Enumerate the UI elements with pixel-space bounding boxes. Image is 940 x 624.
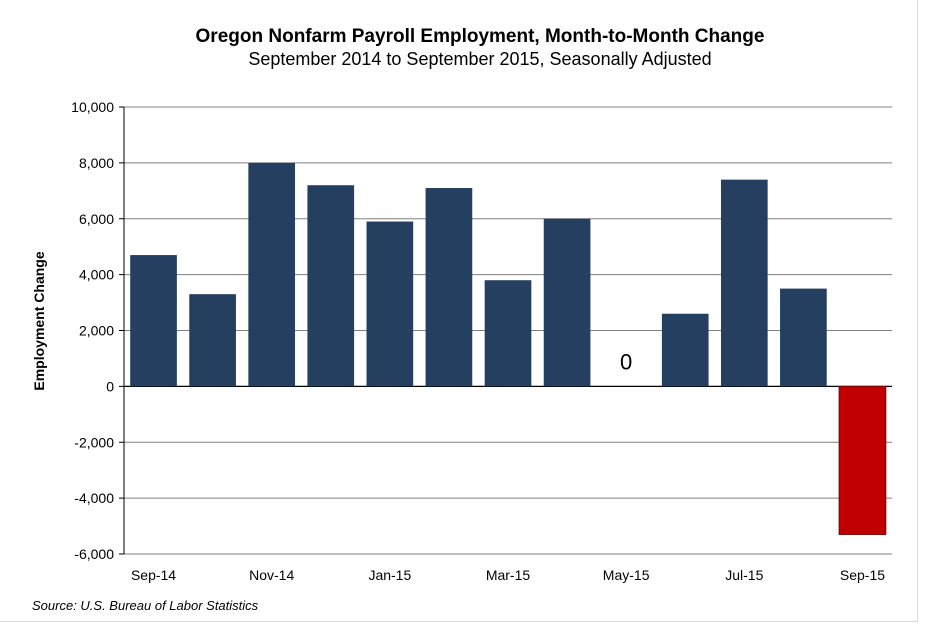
x-tick-labels: Sep-14 Nov-14 Jan-15 Mar-15 May-15 Jul-15 Sep-… [131, 567, 885, 583]
x-tick-label: Jul-15 [725, 567, 763, 583]
bar-Sep-15 [838, 385, 887, 535]
chart-title: Oregon Nonfarm Payroll Employment, Month… [195, 26, 765, 47]
bar-Apr-15 [543, 218, 591, 387]
source-note: Source: U.S. Bureau of Labor Statistics [32, 598, 259, 613]
bar-Jun-15 [661, 313, 709, 387]
bars [130, 162, 887, 535]
x-tick-label: Jan-15 [368, 567, 411, 583]
y-tick-label: -6,000 [74, 546, 114, 562]
chart-frame [0, 0, 918, 622]
x-tick-label: Mar-15 [486, 567, 531, 583]
y-axis-label: Employment Change [31, 251, 47, 390]
bar-Jan-15 [366, 221, 414, 387]
y-tick-label: 10,000 [71, 99, 114, 115]
y-tick-label: -4,000 [74, 490, 114, 506]
y-tick-label: 4,000 [79, 267, 114, 283]
bar-Sep-14 [130, 255, 177, 387]
y-tick-label: 8,000 [79, 155, 114, 171]
bar-Mar-15 [484, 280, 532, 387]
y-tick-label: 0 [106, 378, 114, 394]
bar-Jul-15 [720, 179, 768, 387]
chart-subtitle: September 2014 to September 2015, Season… [248, 49, 712, 69]
y-tick-label: 2,000 [79, 323, 114, 339]
data-label: 0 [620, 349, 632, 374]
x-tick-label: May-15 [603, 567, 650, 583]
y-tick-labels: -6,000 -4,000 -2,000 0 2,000 4,000 6,000 8,000 1… [71, 99, 114, 562]
y-tick-label: 6,000 [79, 211, 114, 227]
bar-Feb-15 [425, 188, 473, 387]
data-labels: 0 [620, 349, 632, 374]
bar-Nov-14 [248, 162, 296, 387]
bar-Dec-14 [307, 185, 355, 387]
x-tick-label: Sep-15 [840, 567, 885, 583]
y-tick-label: -2,000 [74, 434, 114, 450]
bar-Aug-15 [780, 288, 827, 387]
bar-chart: -6,000 -4,000 -2,000 0 2,000 4,000 6,000 8,000 1… [31, 99, 892, 583]
x-tick-label: Sep-14 [131, 567, 176, 583]
bar-Oct-14 [189, 294, 236, 387]
x-tick-label: Nov-14 [249, 567, 294, 583]
